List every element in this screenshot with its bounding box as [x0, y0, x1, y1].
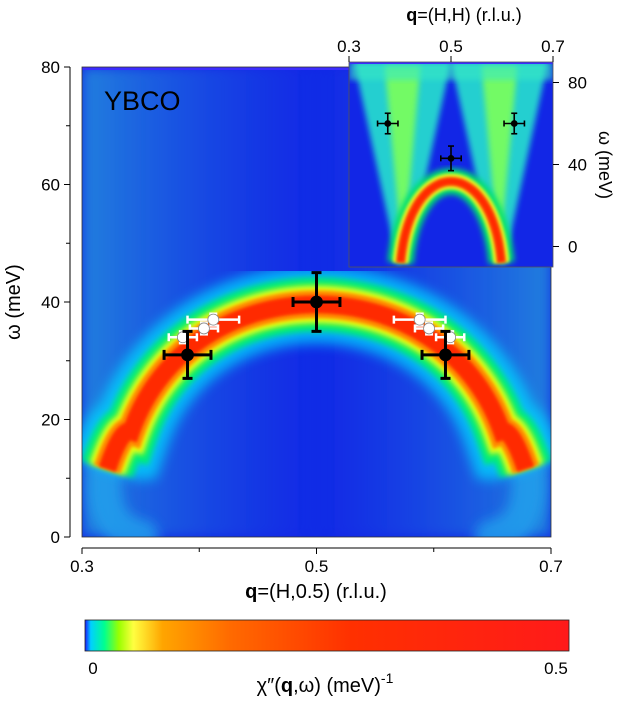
main-plot-frame — [81, 66, 552, 538]
inset-black-point-marker — [447, 154, 455, 162]
main-y-tick-label: 0 — [51, 528, 60, 547]
main-y-tick-label: 60 — [41, 176, 60, 195]
inset-black-point-marker — [510, 120, 518, 127]
main-black-point — [420, 329, 471, 380]
main-white-point-marker — [198, 322, 210, 335]
main-black-point-marker — [439, 348, 452, 362]
inset-x-axis-label: q=(H,H) (r.l.u.) — [406, 5, 522, 25]
inset-right-fan-core — [481, 66, 518, 237]
main-data-points — [162, 271, 471, 380]
inset-top-edge — [349, 62, 553, 64]
inset-black-point — [439, 145, 463, 172]
inset-x-label-bold: q — [406, 5, 417, 25]
main-white-point-marker — [413, 313, 426, 326]
inset-data-points — [376, 112, 526, 172]
colorbar-label-pre: χ″( — [257, 675, 282, 697]
inset-heatmap — [348, 61, 554, 268]
inset-y-tick-label: 80 — [568, 74, 587, 93]
main-y-ticks: 0 20 40 60 80 — [41, 58, 70, 547]
main-y-tick-label: 20 — [41, 411, 60, 430]
main-x-tick-label: 0.7 — [539, 557, 563, 576]
main-black-point-marker — [310, 295, 323, 309]
colorbar-min-label: 0 — [88, 659, 97, 678]
main-x-tick-label: 0.3 — [70, 557, 94, 576]
main-x-ticks: 0.3 0.5 0.7 — [70, 548, 563, 576]
inset-left-fan-core — [384, 66, 421, 237]
inset-x-tick-label: 0.3 — [337, 37, 361, 56]
main-y-axis: 0 20 40 60 80 ω (meV) — [3, 58, 71, 547]
colorbar-label-sup: -1 — [381, 670, 394, 686]
main-y-tick-label: 40 — [41, 293, 60, 312]
main-y-axis-label: ω (meV) — [3, 264, 25, 340]
inset-y-tick-label: 0 — [568, 238, 577, 257]
colorbar: 0 0.5 χ″(q,ω) (meV)-1 — [84, 619, 570, 697]
inset-black-point-marker — [384, 120, 392, 127]
main-axes: 0 20 40 60 80 ω (meV) 0.3 0.5 0.7 q=(H,0.5) (r… — [3, 58, 563, 603]
colorbar-max-label: 0.5 — [544, 659, 568, 678]
main-lower-branch — [87, 454, 546, 537]
main-y-tick-label: 80 — [41, 58, 60, 77]
main-x-axis: 0.3 0.5 0.7 q=(H,0.5) (r.l.u.) — [70, 547, 563, 603]
main-black-point-marker — [181, 348, 194, 362]
main-x-label-text: =(H,0.5) (r.l.u.) — [257, 581, 386, 603]
colorbar-label: χ″(q,ω) (meV)-1 — [257, 670, 394, 697]
main-white-point — [186, 312, 241, 327]
main-white-point — [392, 312, 447, 327]
inset-x-tick-label: 0.7 — [541, 37, 565, 56]
inset-black-point — [376, 112, 399, 135]
main-white-point-marker — [423, 322, 435, 335]
inset-x-label-text: =(H,H) (r.l.u.) — [417, 5, 522, 25]
inset-y-axis-label: ω (meV) — [595, 131, 615, 199]
main-x-axis-label: q=(H,0.5) (r.l.u.) — [245, 581, 387, 603]
inset-x-tick-label: 0.5 — [439, 37, 463, 56]
inset-y-ticks: 0 40 80 — [553, 74, 587, 257]
main-x-label-bold: q — [245, 581, 257, 603]
colorbar-gradient — [84, 619, 570, 652]
main-black-point — [162, 329, 213, 380]
inset-arc-core — [396, 176, 506, 264]
inset-top-glow — [349, 62, 553, 80]
inset-x-ticks: 0.3 0.5 0.7 — [337, 37, 565, 62]
inset-axes: 0.3 0.5 0.7 q=(H,H) (r.l.u.) 0 40 80 ω (meV) — [337, 5, 615, 257]
main-black-point — [291, 271, 342, 333]
inset-y-tick-label: 40 — [568, 156, 587, 175]
colorbar-label-bold: q — [281, 675, 293, 697]
colorbar-label-mid: ,ω) (meV) — [293, 675, 381, 697]
main-x-tick-label: 0.5 — [305, 557, 329, 576]
inset-black-point — [503, 112, 526, 135]
main-top-edge — [82, 67, 551, 70]
main-white-point-marker — [207, 313, 220, 326]
inset-heatmap-field — [349, 62, 553, 267]
material-label: YBCO — [104, 86, 181, 116]
